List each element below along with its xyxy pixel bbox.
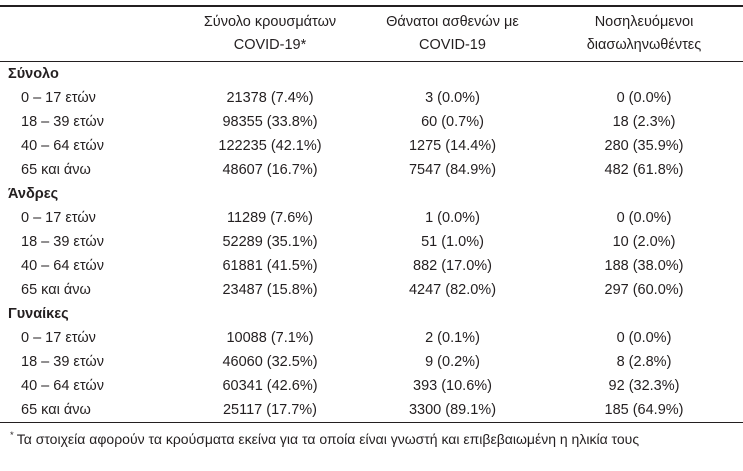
intubated-cell: 0 (0.0%) <box>616 210 672 226</box>
table-row: 18 – 39 ετών 98355 (33.8%) 60 (0.7%) 18 … <box>0 110 743 134</box>
table-row: 40 – 64 ετών 61881 (41.5%) 882 (17.0%) 1… <box>0 254 743 278</box>
age-label: 65 και άνω <box>21 402 91 418</box>
cases-cell: 61881 (41.5%) <box>222 258 318 274</box>
footnote-marker: * <box>10 430 14 442</box>
empty-cell <box>180 302 360 326</box>
col-header-deaths-line1: Θάνατοι ασθενών με <box>386 14 519 30</box>
section-label: Σύνολο <box>8 66 59 82</box>
age-label: 18 – 39 ετών <box>21 234 104 250</box>
table-row: 18 – 39 ετών 46060 (32.5%) 9 (0.2%) 8 (2… <box>0 350 743 374</box>
intubated-cell: 188 (38.0%) <box>604 258 684 274</box>
table-row: 40 – 64 ετών 122235 (42.1%) 1275 (14.4%)… <box>0 134 743 158</box>
section-header-row: Άνδρες <box>0 182 743 206</box>
deaths-cell: 882 (17.0%) <box>413 258 492 274</box>
deaths-cell: 393 (10.6%) <box>413 378 492 394</box>
deaths-cell: 3300 (89.1%) <box>408 402 497 418</box>
cases-cell: 25117 (17.7%) <box>222 402 318 418</box>
age-label: 40 – 64 ετών <box>21 378 104 394</box>
col-header-cases-line1: Σύνολο κρουσμάτων <box>203 14 337 30</box>
col-header-cases-line2: COVID-19* <box>233 37 307 53</box>
age-label: 0 – 17 ετών <box>21 330 96 346</box>
empty-cell <box>360 302 545 326</box>
deaths-cell: 2 (0.1%) <box>425 330 480 346</box>
col-header-intubated: Νοσηλευόμενοι διασωληνωθέντες <box>545 6 743 62</box>
table-row: 40 – 64 ετών 60341 (42.6%) 393 (10.6%) 9… <box>0 374 743 398</box>
col-header-cases: Σύνολο κρουσμάτων COVID-19* <box>180 6 360 62</box>
intubated-cell: 0 (0.0%) <box>616 90 672 106</box>
footnote: * Τα στοιχεία αφορούν τα κρούσματα εκείνα… <box>0 423 743 448</box>
age-label: 0 – 17 ετών <box>21 90 96 106</box>
cases-cell: 10088 (7.1%) <box>226 330 314 346</box>
deaths-cell: 7547 (84.9%) <box>408 162 497 178</box>
section-header-row: Σύνολο <box>0 62 743 87</box>
intubated-cell: 280 (35.9%) <box>604 138 684 154</box>
section-label: Άνδρες <box>8 186 59 202</box>
empty-cell <box>360 182 545 206</box>
cases-cell: 21378 (7.4%) <box>226 90 314 106</box>
table-row: 18 – 39 ετών 52289 (35.1%) 51 (1.0%) 10 … <box>0 230 743 254</box>
col-header-intubated-line2: διασωληνωθέντες <box>586 37 702 53</box>
col-header-deaths: Θάνατοι ασθενών με COVID-19 <box>360 6 545 62</box>
intubated-cell: 8 (2.8%) <box>616 354 672 370</box>
cases-cell: 52289 (35.1%) <box>222 234 318 250</box>
footnote-text: Τα στοιχεία αφορούν τα κρούσματα εκείνα … <box>16 431 640 447</box>
cases-cell: 122235 (42.1%) <box>218 138 322 154</box>
intubated-cell: 10 (2.0%) <box>612 234 676 250</box>
section-header-row: Γυναίκες <box>0 302 743 326</box>
age-label: 40 – 64 ετών <box>21 258 104 274</box>
deaths-cell: 60 (0.7%) <box>421 114 484 130</box>
cases-cell: 48607 (16.7%) <box>222 162 318 178</box>
age-label: 40 – 64 ετών <box>21 138 104 154</box>
deaths-cell: 1275 (14.4%) <box>408 138 497 154</box>
cases-cell: 60341 (42.6%) <box>222 378 318 394</box>
age-label: 65 και άνω <box>21 282 91 298</box>
table-row: 0 – 17 ετών 21378 (7.4%) 3 (0.0%) 0 (0.0… <box>0 86 743 110</box>
col-header-intubated-line1: Νοσηλευόμενοι <box>594 14 694 30</box>
corner-cell <box>0 6 180 62</box>
intubated-cell: 92 (32.3%) <box>608 378 680 394</box>
intubated-cell: 185 (64.9%) <box>604 402 684 418</box>
table-row: 65 και άνω 48607 (16.7%) 7547 (84.9%) 48… <box>0 158 743 182</box>
deaths-cell: 51 (1.0%) <box>421 234 484 250</box>
col-header-deaths-line2: COVID-19 <box>419 37 486 53</box>
empty-cell <box>180 62 360 87</box>
header-row: Σύνολο κρουσμάτων COVID-19* Θάνατοι ασθε… <box>0 6 743 62</box>
deaths-cell: 4247 (82.0%) <box>408 282 497 298</box>
empty-cell <box>545 62 743 87</box>
cases-cell: 98355 (33.8%) <box>222 114 318 130</box>
age-label: 0 – 17 ετών <box>21 210 96 226</box>
empty-cell <box>360 62 545 87</box>
deaths-cell: 9 (0.2%) <box>425 354 480 370</box>
empty-cell <box>545 302 743 326</box>
deaths-cell: 3 (0.0%) <box>425 90 480 106</box>
cases-cell: 23487 (15.8%) <box>222 282 318 298</box>
table-row: 0 – 17 ετών 11289 (7.6%) 1 (0.0%) 0 (0.0… <box>0 206 743 230</box>
empty-cell <box>180 182 360 206</box>
table-row: 65 και άνω 25117 (17.7%) 3300 (89.1%) 18… <box>0 398 743 423</box>
covid-age-table: Σύνολο κρουσμάτων COVID-19* Θάνατοι ασθε… <box>0 5 743 423</box>
empty-cell <box>545 182 743 206</box>
cases-cell: 46060 (32.5%) <box>222 354 318 370</box>
table-row: 65 και άνω 23487 (15.8%) 4247 (82.0%) 29… <box>0 278 743 302</box>
age-label: 18 – 39 ετών <box>21 354 104 370</box>
intubated-cell: 297 (60.0%) <box>604 282 684 298</box>
cases-cell: 11289 (7.6%) <box>227 210 313 226</box>
deaths-cell: 1 (0.0%) <box>425 210 480 226</box>
table-row: 0 – 17 ετών 10088 (7.1%) 2 (0.1%) 0 (0.0… <box>0 326 743 350</box>
intubated-cell: 0 (0.0%) <box>616 330 672 346</box>
intubated-cell: 482 (61.8%) <box>604 162 684 178</box>
section-label: Γυναίκες <box>8 306 69 322</box>
age-label: 65 και άνω <box>21 162 91 178</box>
age-label: 18 – 39 ετών <box>21 114 104 130</box>
intubated-cell: 18 (2.3%) <box>612 114 676 130</box>
